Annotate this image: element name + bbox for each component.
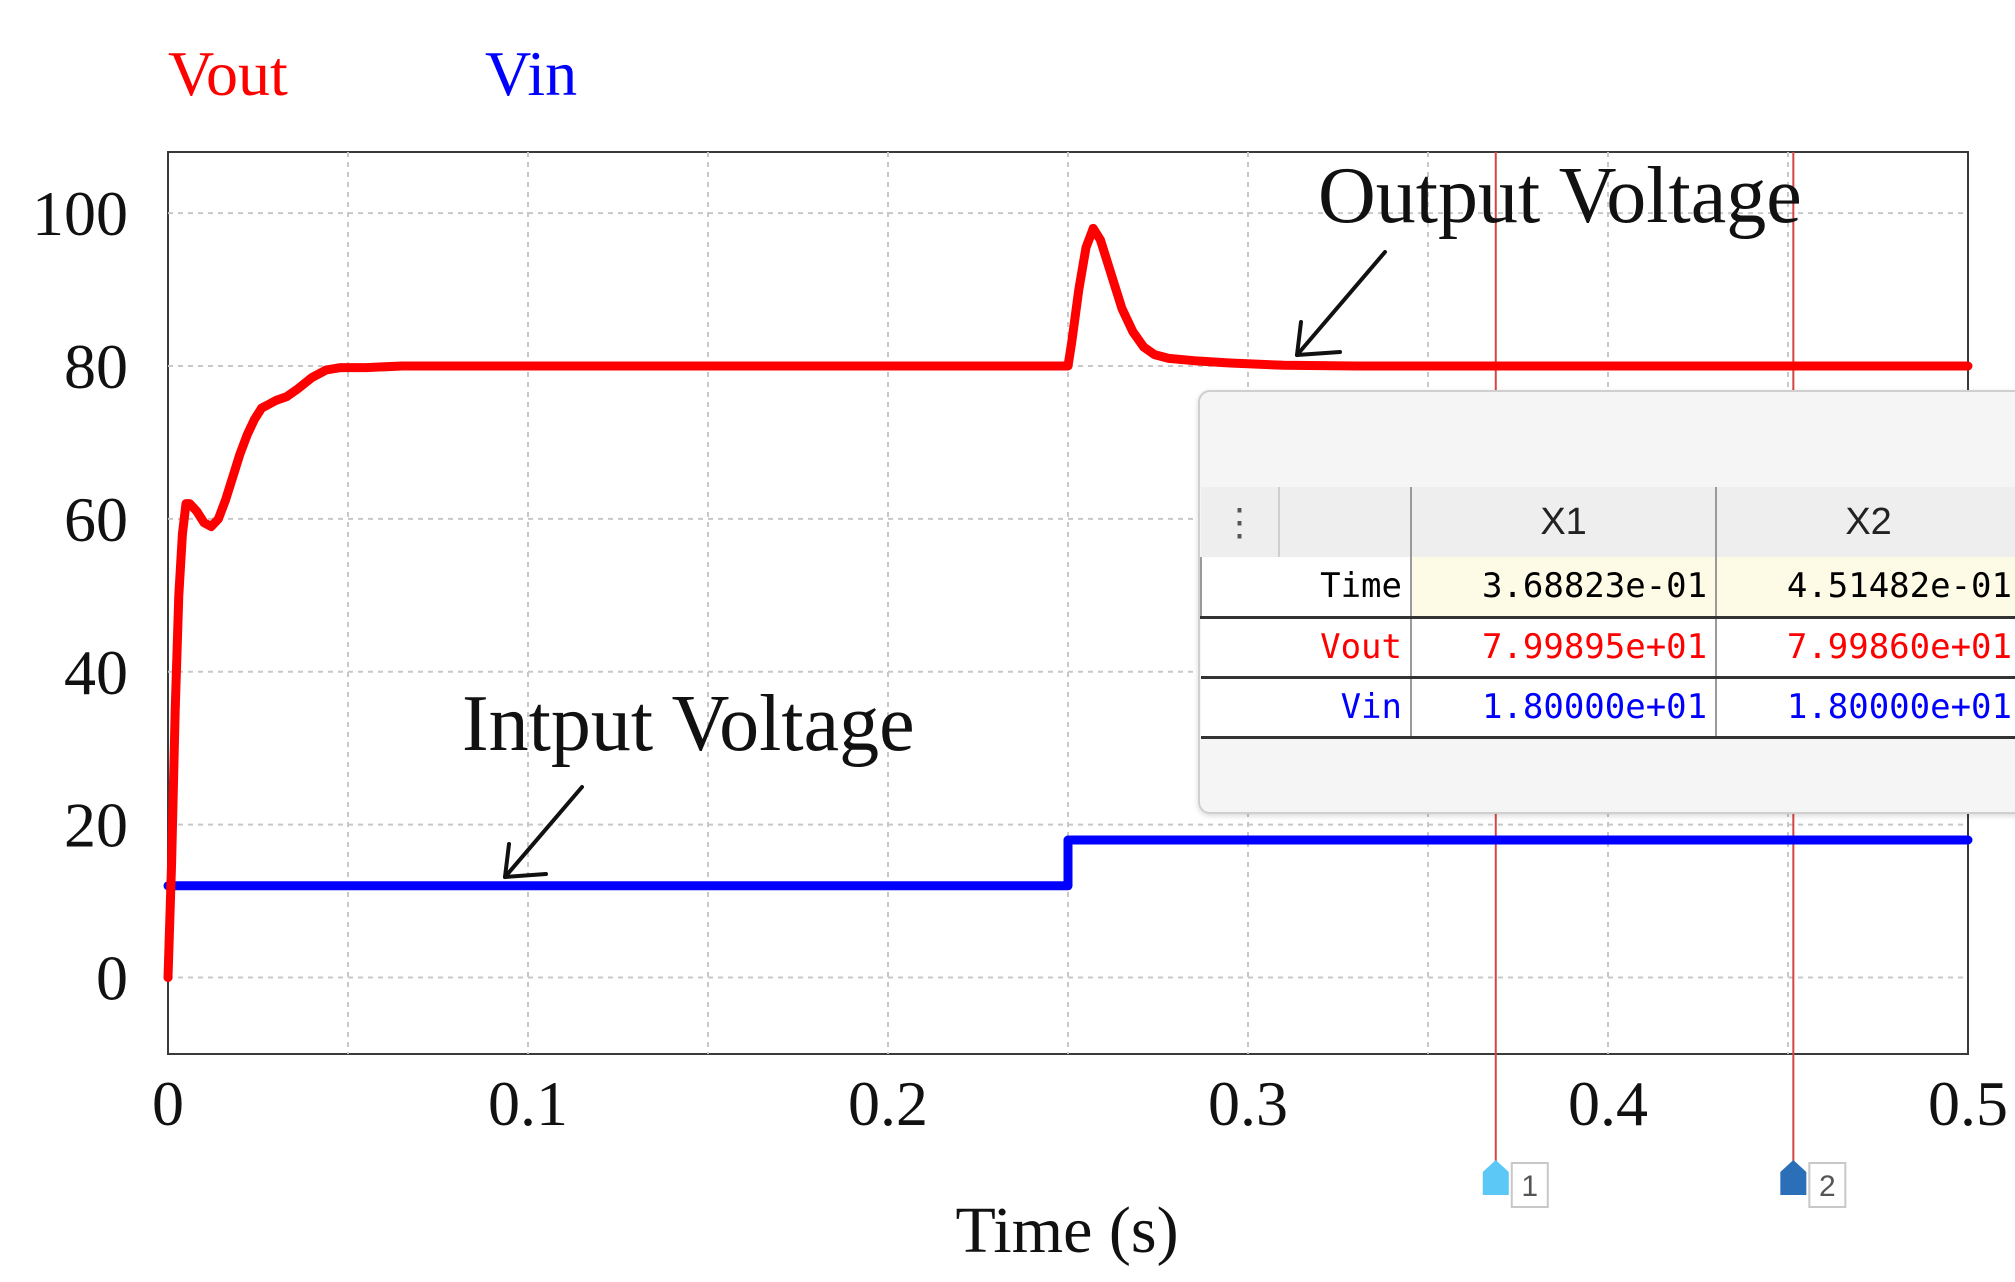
arrow-output-voltage <box>1295 250 1387 357</box>
table-row-vin: Vin 1.80000e+01 1.80000e+01 <box>1201 677 2015 739</box>
drag-handle-icon[interactable]: ⋮ <box>1201 487 1279 557</box>
row-label-time: Time <box>1200 557 1411 619</box>
x-axis-label: Time (s) <box>955 1194 1178 1267</box>
series-line-vout <box>163 223 1973 983</box>
annotation-output-voltage: Output Voltage <box>1318 152 1802 240</box>
legend-vout: Vout <box>168 38 288 109</box>
cursor-values-panel[interactable]: ⋮ X1 X2 Time 3.68823e-01 4.51482e-01 Vou… <box>1198 390 2015 814</box>
cell-vout-x2: 7.99860e+01 <box>1715 617 2015 679</box>
x-tick-label: 0 <box>152 1068 184 1139</box>
cursor-label-box <box>1808 1162 1847 1208</box>
row-label-vin: Vin <box>1201 677 1411 739</box>
y-tick-label: 100 <box>32 178 128 249</box>
legend-vin: Vin <box>485 38 577 109</box>
x-tick-label: 0.3 <box>1208 1068 1288 1139</box>
y-tick-label: 0 <box>96 943 128 1014</box>
cell-vin-x1: 1.80000e+01 <box>1409 677 1717 739</box>
column-header-name <box>1278 487 1411 557</box>
series-lines <box>163 223 1973 983</box>
series-line-vin <box>163 835 1973 891</box>
cell-vout-x1: 7.99895e+01 <box>1409 617 1717 679</box>
cursor-marker-icon[interactable] <box>1780 1160 1807 1195</box>
y-tick-label: 60 <box>64 484 128 555</box>
x-tick-label: 0.1 <box>488 1068 568 1139</box>
cursor-marker-icon[interactable] <box>1482 1160 1509 1195</box>
annotation-input-voltage: Intput Voltage <box>462 680 915 768</box>
x-tick-label: 0.4 <box>1568 1068 1648 1139</box>
cell-time-x1: 3.68823e-01 <box>1409 557 1717 619</box>
axis-ticks: 0 0.1 0.2 0.3 0.4 0.5 0 20 40 60 80 100 <box>32 178 2008 1139</box>
y-tick-label: 40 <box>64 637 128 708</box>
cursor-values-table: ⋮ X1 X2 Time 3.68823e-01 4.51482e-01 Vou… <box>1200 487 2015 739</box>
y-tick-label: 20 <box>64 790 128 861</box>
y-tick-label: 80 <box>64 331 128 402</box>
column-header-x2[interactable]: X2 <box>1715 487 2015 557</box>
arrow-input-voltage <box>503 785 584 879</box>
x-tick-label: 0.2 <box>848 1068 928 1139</box>
column-header-x1[interactable]: X1 <box>1409 487 1717 557</box>
cell-vin-x2: 1.80000e+01 <box>1715 677 2015 739</box>
row-label-vout: Vout <box>1201 617 1411 679</box>
cursor-label-1: 1 <box>1521 1170 1538 1203</box>
table-row-time: Time 3.68823e-01 4.51482e-01 <box>1200 557 2015 619</box>
cursor-label-2: 2 <box>1819 1170 1836 1203</box>
grid-lines <box>168 152 1968 1054</box>
table-row-vout: Vout 7.99895e+01 7.99860e+01 <box>1201 617 2015 679</box>
cell-time-x2: 4.51482e-01 <box>1715 557 2015 619</box>
cursor-label-box <box>1510 1162 1549 1208</box>
x-tick-label: 0.5 <box>1928 1068 2008 1139</box>
